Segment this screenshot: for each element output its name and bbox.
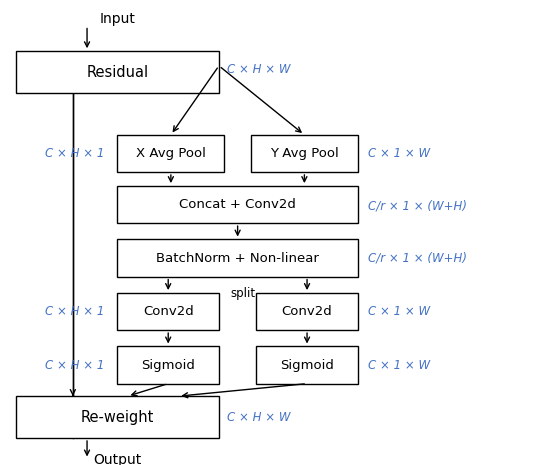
Text: Concat + Conv2d: Concat + Conv2d: [179, 198, 296, 211]
Bar: [16, 396, 219, 438]
Text: BatchNorm + Non-linear: BatchNorm + Non-linear: [156, 252, 319, 265]
Bar: [256, 293, 358, 330]
Text: Conv2d: Conv2d: [143, 305, 194, 318]
Text: Conv2d: Conv2d: [281, 305, 333, 318]
Text: C × H × 1: C × H × 1: [45, 359, 104, 372]
Text: Input: Input: [99, 12, 136, 26]
Text: Sigmoid: Sigmoid: [142, 359, 195, 372]
Text: Re-weight: Re-weight: [81, 410, 154, 425]
Text: X Avg Pool: X Avg Pool: [136, 147, 206, 160]
Text: Residual: Residual: [87, 65, 148, 80]
Text: C/r × 1 × (W+H): C/r × 1 × (W+H): [368, 252, 467, 265]
Text: C × 1 × W: C × 1 × W: [368, 147, 430, 160]
Text: Output: Output: [93, 453, 142, 465]
Text: split: split: [230, 287, 256, 300]
Bar: [117, 239, 358, 277]
Bar: [251, 135, 358, 172]
Text: Sigmoid: Sigmoid: [280, 359, 334, 372]
Text: C × 1 × W: C × 1 × W: [368, 359, 430, 372]
Text: C × H × W: C × H × W: [227, 63, 290, 76]
Text: C × 1 × W: C × 1 × W: [368, 305, 430, 318]
Text: C/r × 1 × (W+H): C/r × 1 × (W+H): [368, 199, 467, 212]
Bar: [117, 135, 224, 172]
Bar: [117, 293, 219, 330]
Bar: [117, 186, 358, 223]
Bar: [16, 51, 219, 93]
Bar: [256, 346, 358, 384]
Text: C × H × W: C × H × W: [227, 411, 290, 424]
Text: Y Avg Pool: Y Avg Pool: [270, 147, 339, 160]
Text: C × H × 1: C × H × 1: [45, 305, 104, 318]
Text: C × H × 1: C × H × 1: [45, 147, 104, 160]
Bar: [117, 346, 219, 384]
